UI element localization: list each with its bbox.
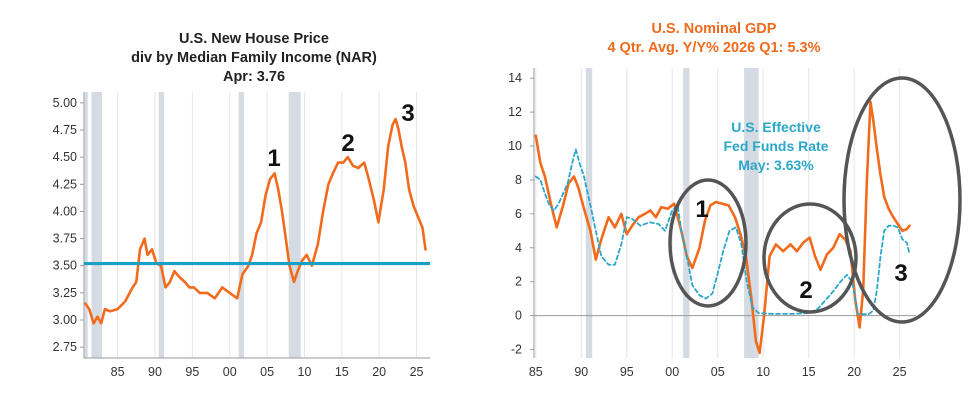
right-x-ticks: 85 90 95 00 05 10 15 20 25 [529, 365, 907, 379]
left-series [84, 117, 427, 325]
left-y-tick-label: 4.25 [53, 177, 77, 191]
right-series-line-0 [534, 100, 911, 355]
right-chart-title: U.S. Nominal GDP [652, 21, 777, 37]
right-chart-subtitle: 4 Qtr. Avg. Y/Y% 2026 Q1: 5.3% [607, 40, 820, 56]
left-recession-band-0 [84, 92, 88, 358]
left-chart-subtitle: div by Median Family Income (NAR) [131, 50, 377, 66]
right-y-tick-label: 2 [515, 275, 522, 289]
left-y-tick-label: 4.00 [53, 204, 77, 218]
right-x-tick-label: 90 [574, 365, 588, 379]
left-y-tick-label: 3.00 [53, 313, 77, 327]
right-series [534, 100, 911, 355]
right-annotation-3: 3 [894, 260, 907, 287]
right-x-tick-label: 05 [711, 365, 725, 379]
left-y-ticks: 2.75 3.00 3.25 3.50 3.75 4.00 4.25 4.50 4.75 5.00 [53, 92, 85, 358]
left-chart-title: U.S. New House Price [179, 31, 329, 47]
right-y-tick-label: 0 [515, 309, 522, 323]
left-x-tick-label: 05 [260, 365, 274, 379]
left-x-tick-label: 20 [372, 365, 386, 379]
left-annotation-3: 3 [401, 100, 414, 127]
left-y-tick-label: 4.75 [53, 123, 77, 137]
left-x-tick-label: 85 [111, 365, 125, 379]
left-x-tick-label: 90 [148, 365, 162, 379]
left-recession-band-1 [91, 92, 102, 358]
fed-funds-label-line-3: May: 3.63% [738, 157, 814, 173]
left-x-ticks: 85 90 95 00 05 10 15 20 25 [111, 365, 424, 379]
right-x-tick-label: 15 [802, 365, 816, 379]
right-series-line-1 [534, 148, 911, 316]
left-y-tick-label: 3.25 [53, 286, 77, 300]
fed-funds-label-line-1: U.S. Effective [731, 119, 821, 135]
left-x-tick-label: 15 [335, 365, 349, 379]
right-chart: U.S. Nominal GDP 4 Qtr. Avg. Y/Y% 2026 Q… [508, 21, 962, 379]
left-chart-latest-value: Apr: 3.76 [223, 69, 285, 85]
right-x-tick-label: 20 [847, 365, 861, 379]
circle-annotation-2 [762, 202, 858, 314]
right-x-tick-label: 10 [756, 365, 770, 379]
left-y-tick-label: 4.50 [53, 150, 77, 164]
right-y-tick-label: 12 [508, 105, 522, 119]
left-y-tick-label: 3.75 [53, 232, 77, 246]
left-recession-band-2 [158, 92, 164, 358]
fed-funds-label-line-2: Fed Funds Rate [723, 138, 828, 154]
left-annotation-1: 1 [267, 145, 280, 172]
right-y-tick-label: 10 [508, 139, 522, 153]
left-chart: U.S. New House Price div by Median Famil… [53, 31, 430, 379]
right-recession-band-1 [683, 68, 690, 358]
left-recession-band-3 [238, 92, 244, 358]
right-y-tick-label: 14 [508, 71, 522, 85]
left-recession-bands [84, 92, 301, 358]
right-y-tick-label: 8 [515, 173, 522, 187]
right-annotation-2: 2 [799, 277, 812, 304]
left-x-tick-label: 00 [223, 365, 237, 379]
left-annotation-2: 2 [341, 130, 354, 157]
left-x-tick-label: 10 [298, 365, 312, 379]
left-series-line-0 [84, 117, 427, 325]
right-recession-band-0 [585, 68, 593, 358]
left-y-tick-label: 5.00 [53, 96, 77, 110]
left-x-tick-label: 25 [410, 365, 424, 379]
circle-annotation-3 [842, 76, 962, 324]
right-y-tick-label: 4 [515, 241, 522, 255]
left-x-tick-label: 95 [185, 365, 199, 379]
right-y-tick-label: 6 [515, 207, 522, 221]
left-grid [117, 92, 418, 358]
right-y-ticks: -2 0 2 4 6 8 10 12 14 [508, 68, 535, 358]
right-annotation-1: 1 [695, 196, 708, 223]
right-y-tick-label: -2 [511, 343, 522, 357]
left-y-tick-label: 3.50 [53, 259, 77, 273]
circle-annotation-1 [668, 178, 748, 308]
right-x-tick-label: 95 [620, 365, 634, 379]
left-recession-band-4 [288, 92, 301, 358]
right-x-tick-label: 85 [529, 365, 543, 379]
right-x-tick-label: 25 [893, 365, 907, 379]
left-y-tick-label: 2.75 [53, 340, 77, 354]
right-x-tick-label: 00 [665, 365, 679, 379]
right-recession-band-2 [744, 68, 759, 358]
